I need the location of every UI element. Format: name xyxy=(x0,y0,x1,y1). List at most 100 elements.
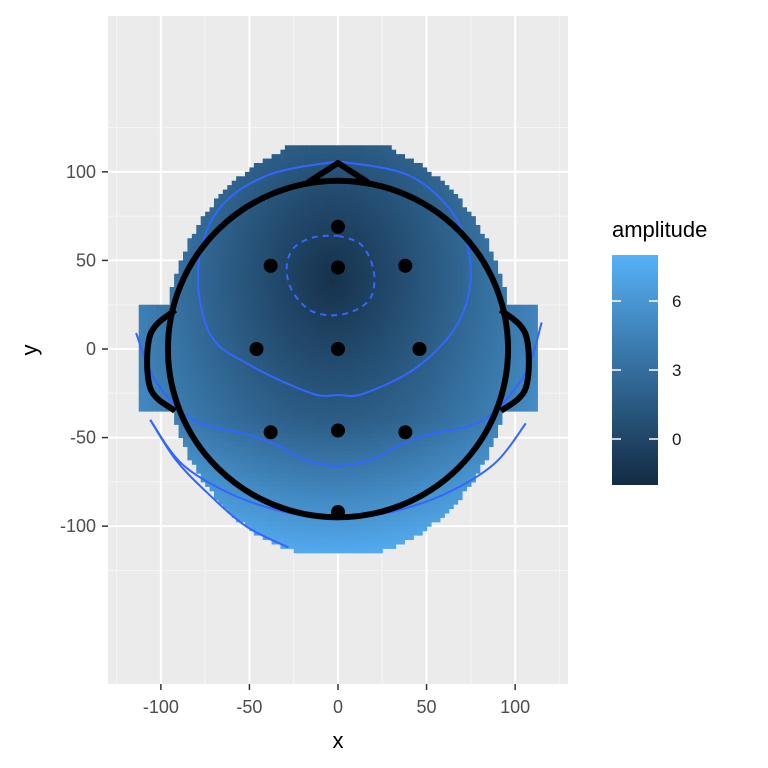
field-cell xyxy=(386,415,392,421)
field-cell xyxy=(400,198,406,204)
field-cell xyxy=(262,162,268,169)
field-cell xyxy=(249,286,255,293)
field-cell xyxy=(391,149,397,155)
field-cell xyxy=(306,326,313,332)
field-cell xyxy=(457,411,463,417)
field-cell xyxy=(466,313,472,319)
field-cell xyxy=(324,442,330,448)
field-cell xyxy=(280,375,286,381)
field-cell xyxy=(377,251,383,257)
field-cell xyxy=(298,371,304,377)
field-cell xyxy=(466,340,472,346)
field-cell xyxy=(457,282,463,288)
field-cell xyxy=(431,211,437,217)
field-cell xyxy=(298,313,304,319)
field-cell xyxy=(236,437,242,443)
field-cell xyxy=(360,171,366,177)
field-cell xyxy=(293,344,299,350)
field-cell xyxy=(329,304,335,310)
field-cell xyxy=(178,349,184,355)
field-cell xyxy=(200,402,206,408)
field-cell xyxy=(364,375,370,381)
field-cell xyxy=(165,388,171,394)
field-cell xyxy=(244,415,251,421)
field-cell xyxy=(249,273,255,279)
field-cell xyxy=(342,260,348,266)
field-cell xyxy=(182,411,189,417)
field-cell xyxy=(249,384,255,390)
field-cell xyxy=(284,397,290,403)
field-cell xyxy=(470,304,476,310)
field-cell xyxy=(457,264,463,270)
field-cell xyxy=(244,278,251,284)
field-cell xyxy=(391,251,397,257)
field-cell xyxy=(196,238,202,244)
field-cell xyxy=(400,380,406,386)
field-cell xyxy=(218,331,224,337)
field-cell xyxy=(417,171,423,177)
field-cell xyxy=(267,388,273,394)
field-cell xyxy=(231,442,237,448)
field-cell xyxy=(355,300,361,306)
field-cell xyxy=(426,180,432,186)
field-cell xyxy=(200,309,206,315)
field-cell xyxy=(178,380,184,386)
field-cell xyxy=(289,198,295,204)
field-cell xyxy=(493,384,499,390)
field-cell xyxy=(333,295,339,301)
field-cell xyxy=(466,349,472,355)
field-cell xyxy=(253,264,259,270)
field-cell xyxy=(284,158,290,164)
field-cell xyxy=(364,357,370,363)
field-cell xyxy=(293,269,299,275)
field-cell xyxy=(311,442,317,448)
field-cell xyxy=(519,344,525,350)
field-cell xyxy=(408,251,414,257)
field-cell xyxy=(439,366,445,372)
field-cell xyxy=(448,349,454,355)
field-cell xyxy=(470,380,476,386)
field-cell xyxy=(493,433,499,439)
field-cell xyxy=(497,340,503,346)
field-cell xyxy=(253,437,259,443)
field-cell xyxy=(364,260,370,266)
field-cell xyxy=(213,216,220,222)
field-cell xyxy=(417,260,423,266)
field-cell xyxy=(289,335,295,341)
field-cell xyxy=(240,224,246,231)
field-cell xyxy=(244,238,251,244)
field-cell xyxy=(360,326,366,332)
field-cell xyxy=(453,437,459,443)
field-cell xyxy=(479,424,485,430)
field-cell xyxy=(395,402,401,408)
field-cell xyxy=(466,229,472,235)
field-cell xyxy=(346,353,352,359)
field-cell xyxy=(528,340,534,346)
field-cell xyxy=(364,313,370,319)
field-cell xyxy=(253,167,259,173)
field-cell xyxy=(293,282,299,288)
field-cell xyxy=(253,247,259,253)
field-cell xyxy=(493,428,499,434)
field-cell xyxy=(213,264,220,270)
field-cell xyxy=(267,380,273,386)
field-cell xyxy=(209,331,215,337)
field-cell xyxy=(187,437,193,443)
field-cell xyxy=(262,224,268,231)
field-cell xyxy=(431,362,437,368)
field-cell xyxy=(453,322,459,328)
field-cell xyxy=(457,238,463,244)
field-cell xyxy=(377,353,383,359)
field-cell xyxy=(386,171,392,177)
field-cell xyxy=(213,278,220,284)
field-cell xyxy=(532,406,538,412)
field-cell xyxy=(373,154,379,160)
field-cell xyxy=(444,224,450,231)
field-cell xyxy=(386,362,392,368)
field-cell xyxy=(524,393,530,399)
field-cell xyxy=(364,167,370,173)
field-cell xyxy=(333,317,339,324)
field-cell xyxy=(196,326,202,332)
field-cell xyxy=(271,317,277,324)
field-cell xyxy=(377,295,383,301)
